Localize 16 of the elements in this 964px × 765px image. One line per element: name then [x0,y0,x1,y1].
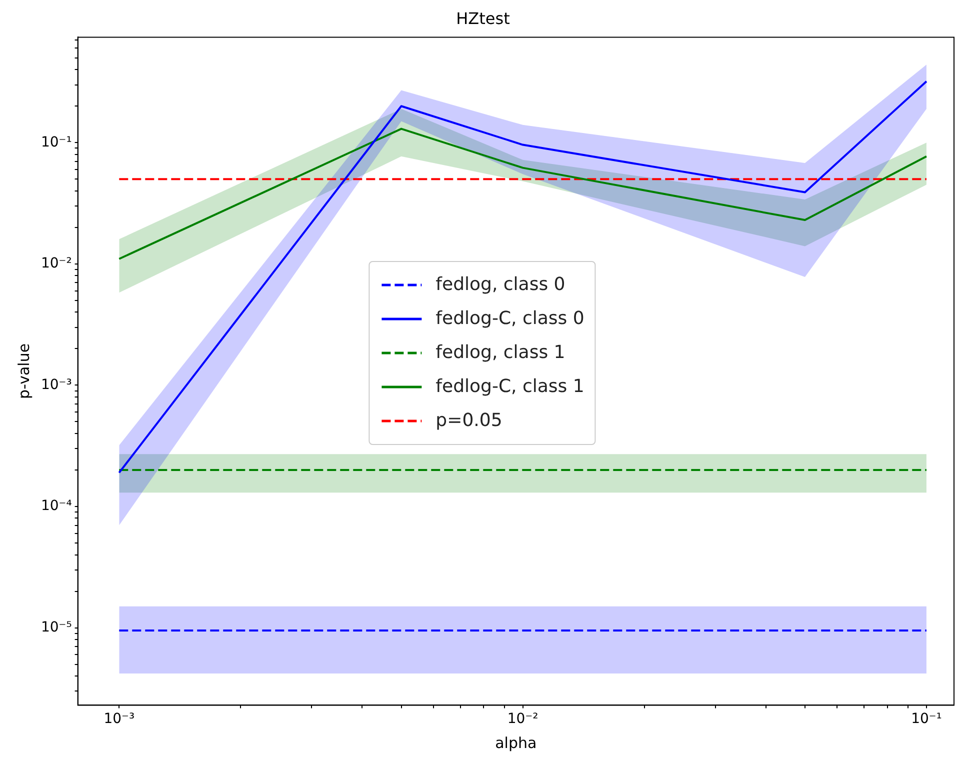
y-tick-label: 10⁻³ [40,376,72,393]
y-tick-label: 10⁻¹ [40,134,72,150]
legend-label: fedlog-C, class 1 [436,376,584,398]
y-axis-title: p-value [14,343,33,399]
legend-label: fedlog-C, class 0 [436,308,584,330]
y-tick-label: 10⁻⁵ [40,619,72,636]
chart-title: HZtest [456,8,510,28]
legend-label: fedlog, class 0 [436,274,566,296]
legend-label: fedlog, class 1 [436,342,566,364]
x-tick-label: 10⁻¹ [911,711,942,728]
y-tick-label: 10⁻² [40,256,72,272]
y-tick-label: 10⁻⁴ [40,498,72,514]
x-tick-label: 10⁻² [507,711,538,728]
legend-label: p=0.05 [436,410,502,432]
x-axis-title: alpha [495,734,537,752]
x-tick-label: 10⁻³ [104,711,135,728]
